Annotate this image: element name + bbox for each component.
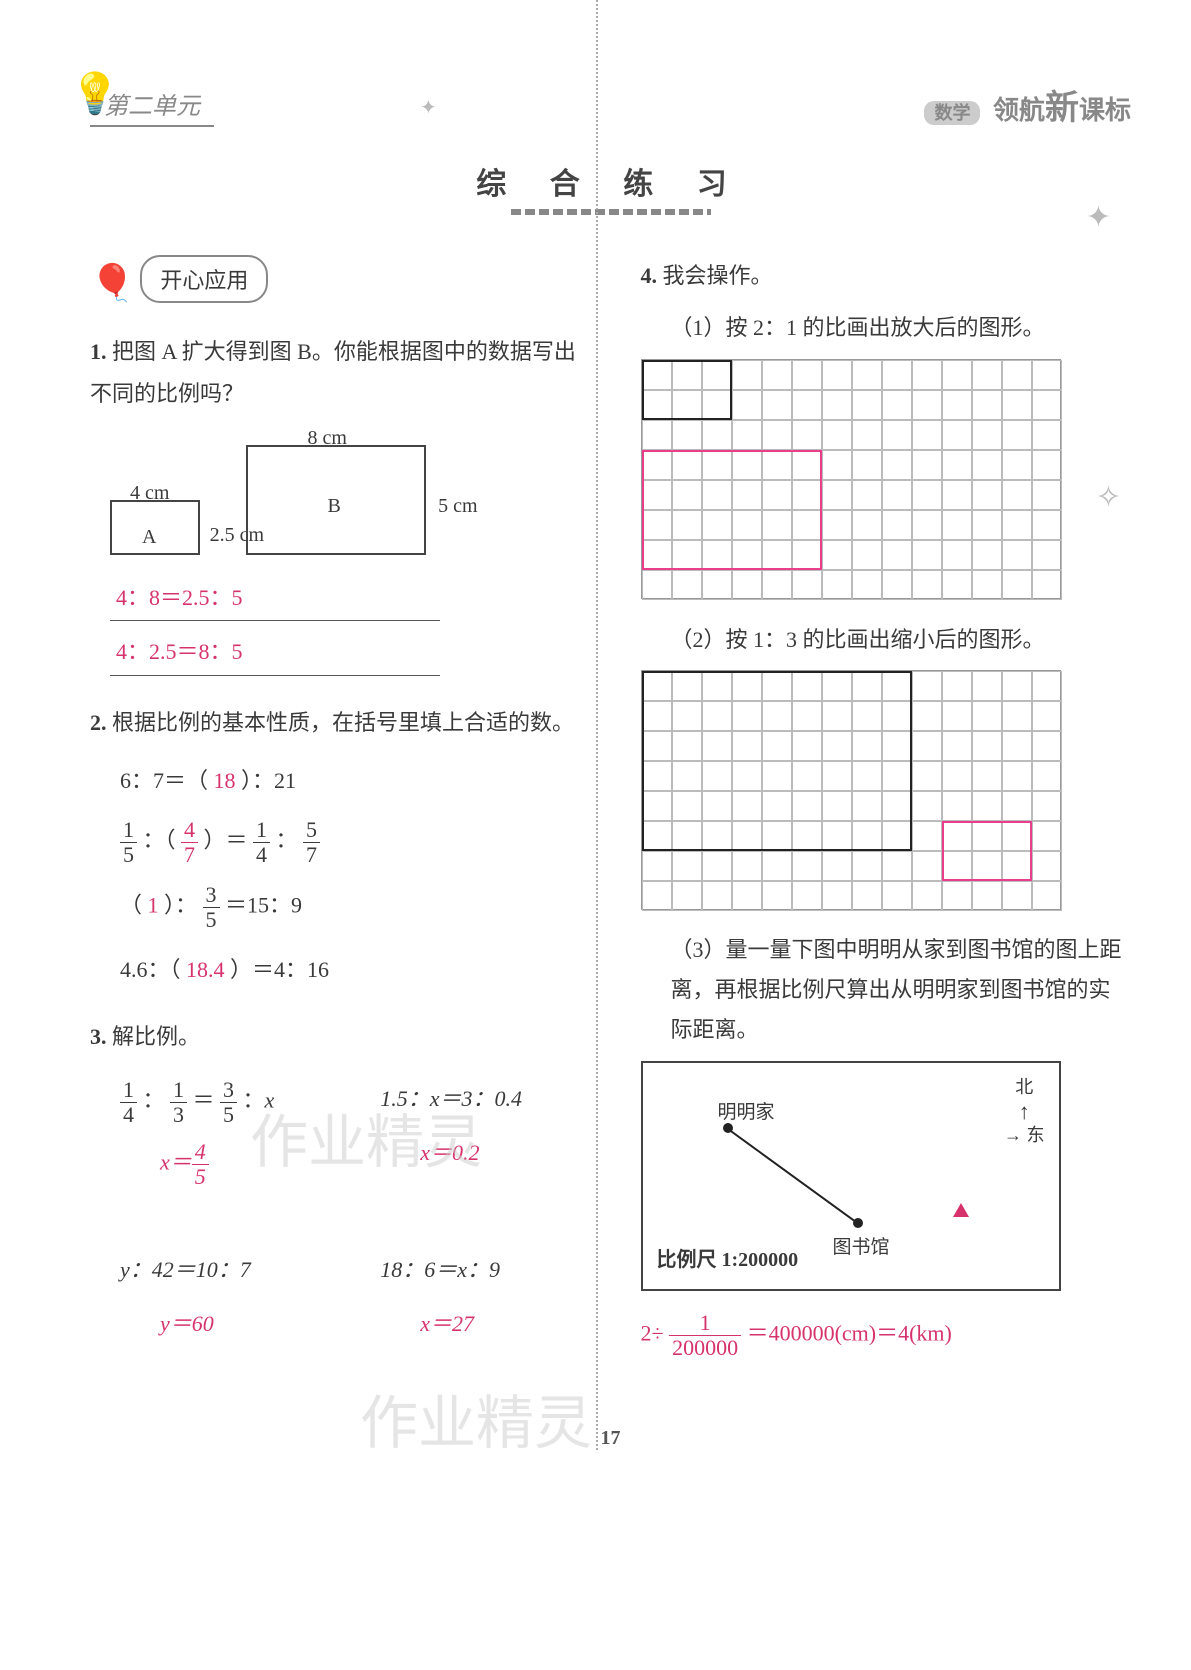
balloon-icon: 🎈 bbox=[90, 263, 135, 303]
grid-2 bbox=[641, 670, 1061, 910]
right-column: 4. 我会操作。 （1）按 2：1 的比画出放大后的图形。 （2）按 1：3 的… bbox=[621, 255, 1132, 1387]
q2-num: 2. bbox=[90, 710, 107, 735]
page: 💡 ✦ ✧ ✦ 第二单元 数学 领航新课标 综 合 练 习 🎈 开心应用 1. … bbox=[0, 0, 1191, 1490]
q3-pair-2: y：42＝10：7 y＝60 18：6＝x：9 x＝27 bbox=[120, 1249, 581, 1345]
q3-num: 3. bbox=[90, 1024, 107, 1049]
star-icon: ✦ bbox=[1086, 200, 1111, 235]
grid-1 bbox=[641, 359, 1061, 599]
q1-answer-2: 4：2.5＝8：5 bbox=[110, 629, 440, 676]
question-2: 2. 根据比例的基本性质，在括号里填上合适的数。 6：7＝（ 18 ）：21 1… bbox=[90, 702, 581, 990]
rect-a: 4 cm A 2.5 cm bbox=[110, 500, 200, 555]
triangle-marker bbox=[953, 1203, 969, 1217]
subject-badge: 数学 bbox=[924, 101, 980, 125]
q3-p1a: 14 ： 13 ＝ 35 ：x x＝45 bbox=[120, 1078, 320, 1189]
q2-text: 根据比例的基本性质，在括号里填上合适的数。 bbox=[112, 710, 574, 735]
home-label: 明明家 bbox=[718, 1095, 775, 1131]
q3-p1b: 1.5：x＝3：0.4 x＝0.2 bbox=[380, 1078, 580, 1189]
page-number: 17 bbox=[90, 1427, 1131, 1450]
question-4: 4. 我会操作。 （1）按 2：1 的比画出放大后的图形。 （2）按 1：3 的… bbox=[641, 255, 1132, 1361]
q1-text: 把图 A 扩大得到图 B。你能根据图中的数据写出不同的比例吗？ bbox=[90, 339, 576, 406]
q1-answer-1: 4：8＝2.5：5 bbox=[110, 575, 440, 622]
section-header: 🎈 开心应用 bbox=[90, 255, 581, 319]
header: 第二单元 数学 领航新课标 bbox=[90, 80, 1131, 129]
question-1: 1. 把图 A 扩大得到图 B。你能根据图中的数据写出不同的比例吗？ 4 cm … bbox=[90, 331, 581, 676]
compass-icon: 北 ↑ → 东 bbox=[1004, 1077, 1045, 1147]
q3-p2b: 18：6＝x：9 x＝27 bbox=[380, 1249, 580, 1345]
q2-eq1: 6：7＝（ 18 ）：21 bbox=[120, 760, 581, 802]
question-3: 3. 解比例。 14 ： 13 ＝ 35 ：x x＝45 1.5：x＝3：0.4… bbox=[90, 1016, 581, 1344]
scale-text: 比例尺 1:200000 bbox=[657, 1241, 799, 1279]
page-title: 综 合 练 习 bbox=[90, 159, 1131, 215]
section-bubble: 开心应用 bbox=[140, 255, 268, 303]
q4-sub3-text: （3）量一量下图中明明从家到图书馆的图上距离，再根据比例尺算出从明明家到图书馆的… bbox=[641, 930, 1132, 1049]
title-underline bbox=[511, 209, 711, 215]
star-icon: ✦ bbox=[420, 95, 437, 120]
q1-num: 1. bbox=[90, 339, 107, 364]
q2-eq3: （ 1 ）： 35 ＝15：9 bbox=[120, 883, 581, 932]
brand: 数学 领航新课标 bbox=[924, 80, 1131, 129]
rect-b: 8 cm B 5 cm bbox=[246, 445, 426, 555]
q2-eq4: 4.6：（ 18.4 ）＝4：16 bbox=[120, 949, 581, 991]
map-box: 北 ↑ → 东 明明家 图书馆 比例尺 1:200000 bbox=[641, 1061, 1061, 1291]
q4-sub2-text: （2）按 1：3 的比画出缩小后的图形。 bbox=[641, 619, 1132, 661]
q4-answer: 2÷ 1200000 ＝400000(cm)＝4(km) bbox=[641, 1311, 1132, 1360]
q4-sub1-text: （1）按 2：1 的比画出放大后的图形。 bbox=[641, 307, 1132, 349]
q1-figures: 4 cm A 2.5 cm 8 cm B 5 cm bbox=[90, 445, 581, 555]
column-divider bbox=[596, 0, 598, 1450]
q2-eq2: 15 ：（ 47 ）＝ 14 ： 57 bbox=[120, 818, 581, 867]
map-line bbox=[727, 1128, 858, 1224]
q4-num: 4. bbox=[641, 263, 658, 288]
content-columns: 🎈 开心应用 1. 把图 A 扩大得到图 B。你能根据图中的数据写出不同的比例吗… bbox=[90, 255, 1131, 1387]
q4-text: 我会操作。 bbox=[663, 263, 773, 288]
q3-p2a: y：42＝10：7 y＝60 bbox=[120, 1249, 320, 1345]
left-column: 🎈 开心应用 1. 把图 A 扩大得到图 B。你能根据图中的数据写出不同的比例吗… bbox=[90, 255, 591, 1387]
lib-label: 图书馆 bbox=[833, 1230, 890, 1266]
q3-pair-1: 14 ： 13 ＝ 35 ：x x＝45 1.5：x＝3：0.4 x＝0.2 bbox=[120, 1078, 581, 1189]
lamp-icon: 💡 bbox=[70, 70, 120, 117]
q3-text: 解比例。 bbox=[112, 1024, 200, 1049]
